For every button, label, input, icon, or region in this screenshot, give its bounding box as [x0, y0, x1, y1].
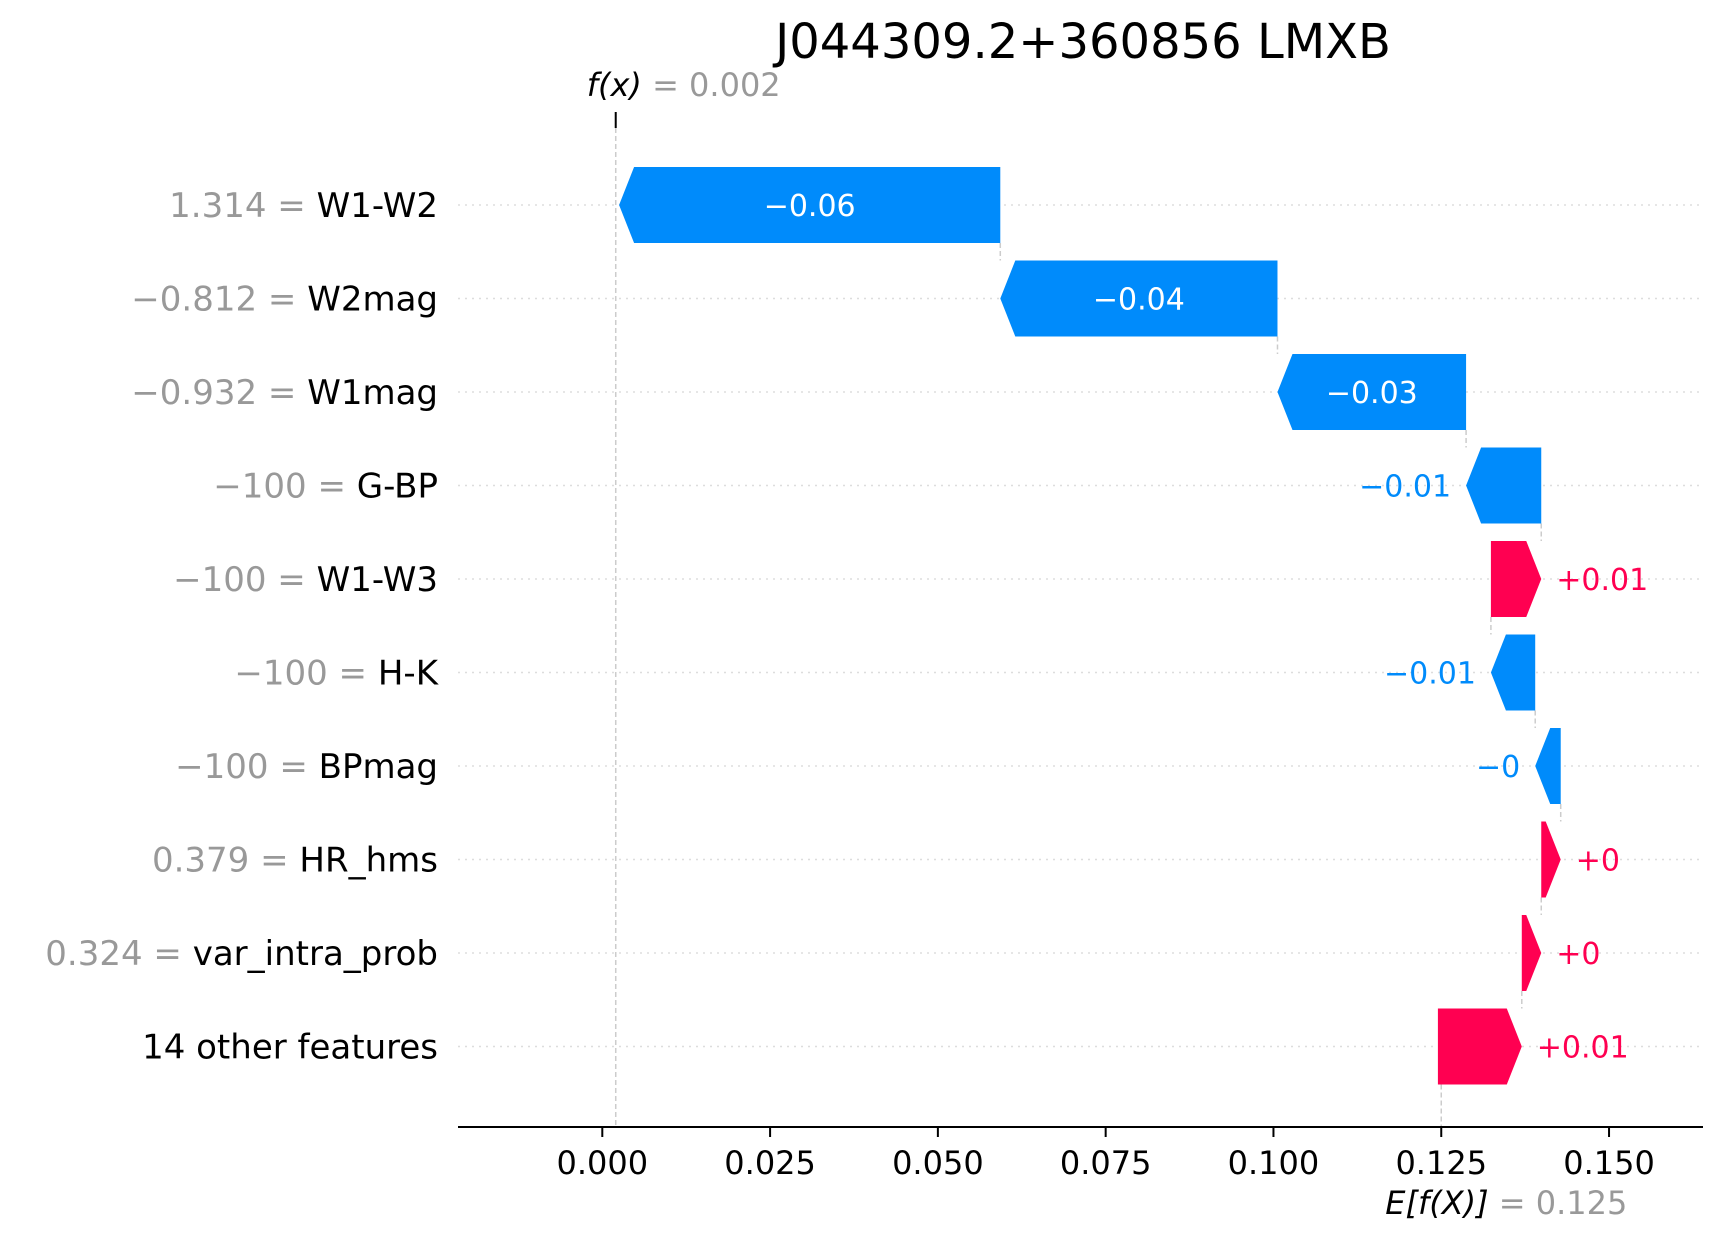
feature-value: −100 = [234, 654, 378, 694]
bar-HR_hms [1541, 821, 1561, 898]
bar-G-BP [1466, 447, 1542, 524]
x-tick-label: 0.000 [556, 1144, 648, 1182]
feature-name: H-K [378, 654, 440, 694]
connector-lines [614, 112, 1562, 1127]
fx-label: f(x) [587, 66, 642, 104]
feature-value: −100 = [175, 747, 319, 787]
x-axis: 0.000 0.025 0.050 0.075 0.100 0.125 0.150 [458, 1126, 1703, 1182]
bar-W2mag [1000, 260, 1278, 337]
feature-label: −100 = BPmag [175, 747, 438, 787]
feature-label: −0.932 = W1mag [131, 373, 438, 413]
bar-W1-W3 [1490, 541, 1542, 617]
x-tick-label: 0.025 [724, 1144, 816, 1182]
feature-name: BPmag [319, 747, 438, 787]
feature-name: G-BP [357, 467, 438, 507]
efx-value: = 0.125 [1489, 1184, 1628, 1222]
x-tick-label: 0.100 [1228, 1144, 1320, 1182]
bar-label: +0.01 [1556, 563, 1648, 598]
feature-value: −100 = [173, 560, 317, 600]
contribution-bars: −0.06 −0.04 −0.03 −0.01 +0.01 −0.01 −0 +0 +0 +0.0… [619, 167, 1648, 1085]
efx-label: E[f(X)] [1385, 1184, 1488, 1222]
feature-label: 0.379 = HR_hms [152, 841, 438, 881]
efx-annotation: E[f(X)] = 0.125 [1385, 1184, 1627, 1222]
feature-label: 14 other features [142, 1028, 438, 1068]
feature-value: 1.314 = [169, 186, 316, 226]
bar-label: +0 [1576, 844, 1620, 879]
fx-value: = 0.002 [642, 66, 781, 104]
feature-value: −0.812 = [131, 280, 307, 320]
bar-label: −0.03 [1326, 376, 1418, 411]
feature-name: W1-W2 [317, 186, 438, 226]
feature-value: 0.324 = [45, 934, 192, 974]
bar-W1mag [1277, 354, 1467, 430]
feature-name: W1mag [307, 373, 438, 413]
feature-name: W2mag [307, 280, 438, 320]
fx-text: f(x) = 0.002 [587, 66, 781, 104]
bar-W1-W2 [619, 167, 1001, 243]
x-tick-label: 0.075 [1060, 1144, 1152, 1182]
bar-BPmag [1535, 728, 1561, 804]
feature-label: 0.324 = var_intra_prob [45, 934, 438, 974]
bar-label: −0.01 [1384, 657, 1476, 692]
bar-14 other features [1437, 1008, 1522, 1085]
feature-label: −100 = H-K [234, 654, 439, 694]
feature-labels: 1.314 = W1-W2 −0.812 = W2mag −0.932 = W1ma… [45, 186, 439, 1068]
bar-H-K [1490, 634, 1536, 711]
chart-title: J044309.2+360856 LMXB [772, 14, 1391, 70]
bar-label: −0.04 [1093, 283, 1185, 318]
bar-label: −0 [1476, 750, 1520, 785]
feature-name: var_intra_prob [193, 934, 438, 974]
efx-text: E[f(X)] = 0.125 [1385, 1184, 1627, 1222]
feature-label: −0.812 = W2mag [131, 280, 438, 320]
bar-label: −0.06 [764, 189, 856, 224]
x-tick-label: 0.125 [1395, 1144, 1487, 1182]
bar-var_intra_prob [1521, 915, 1542, 991]
feature-label: −100 = G-BP [213, 467, 438, 507]
feature-label: 1.314 = W1-W2 [169, 186, 438, 226]
feature-name: 14 other features [142, 1028, 438, 1068]
feature-name: HR_hms [299, 841, 438, 881]
bar-label: +0.01 [1537, 1031, 1629, 1066]
feature-value: −100 = [213, 467, 357, 507]
feature-label: −100 = W1-W3 [173, 560, 438, 600]
x-tick-label: 0.050 [892, 1144, 984, 1182]
fx-annotation: f(x) = 0.002 [587, 66, 781, 104]
x-tick-label: 0.150 [1563, 1144, 1655, 1182]
feature-value: −0.932 = [131, 373, 307, 413]
feature-name: W1-W3 [317, 560, 438, 600]
bar-label: +0 [1556, 937, 1600, 972]
bar-label: −0.01 [1359, 470, 1451, 505]
feature-value: 0.379 = [152, 841, 299, 881]
